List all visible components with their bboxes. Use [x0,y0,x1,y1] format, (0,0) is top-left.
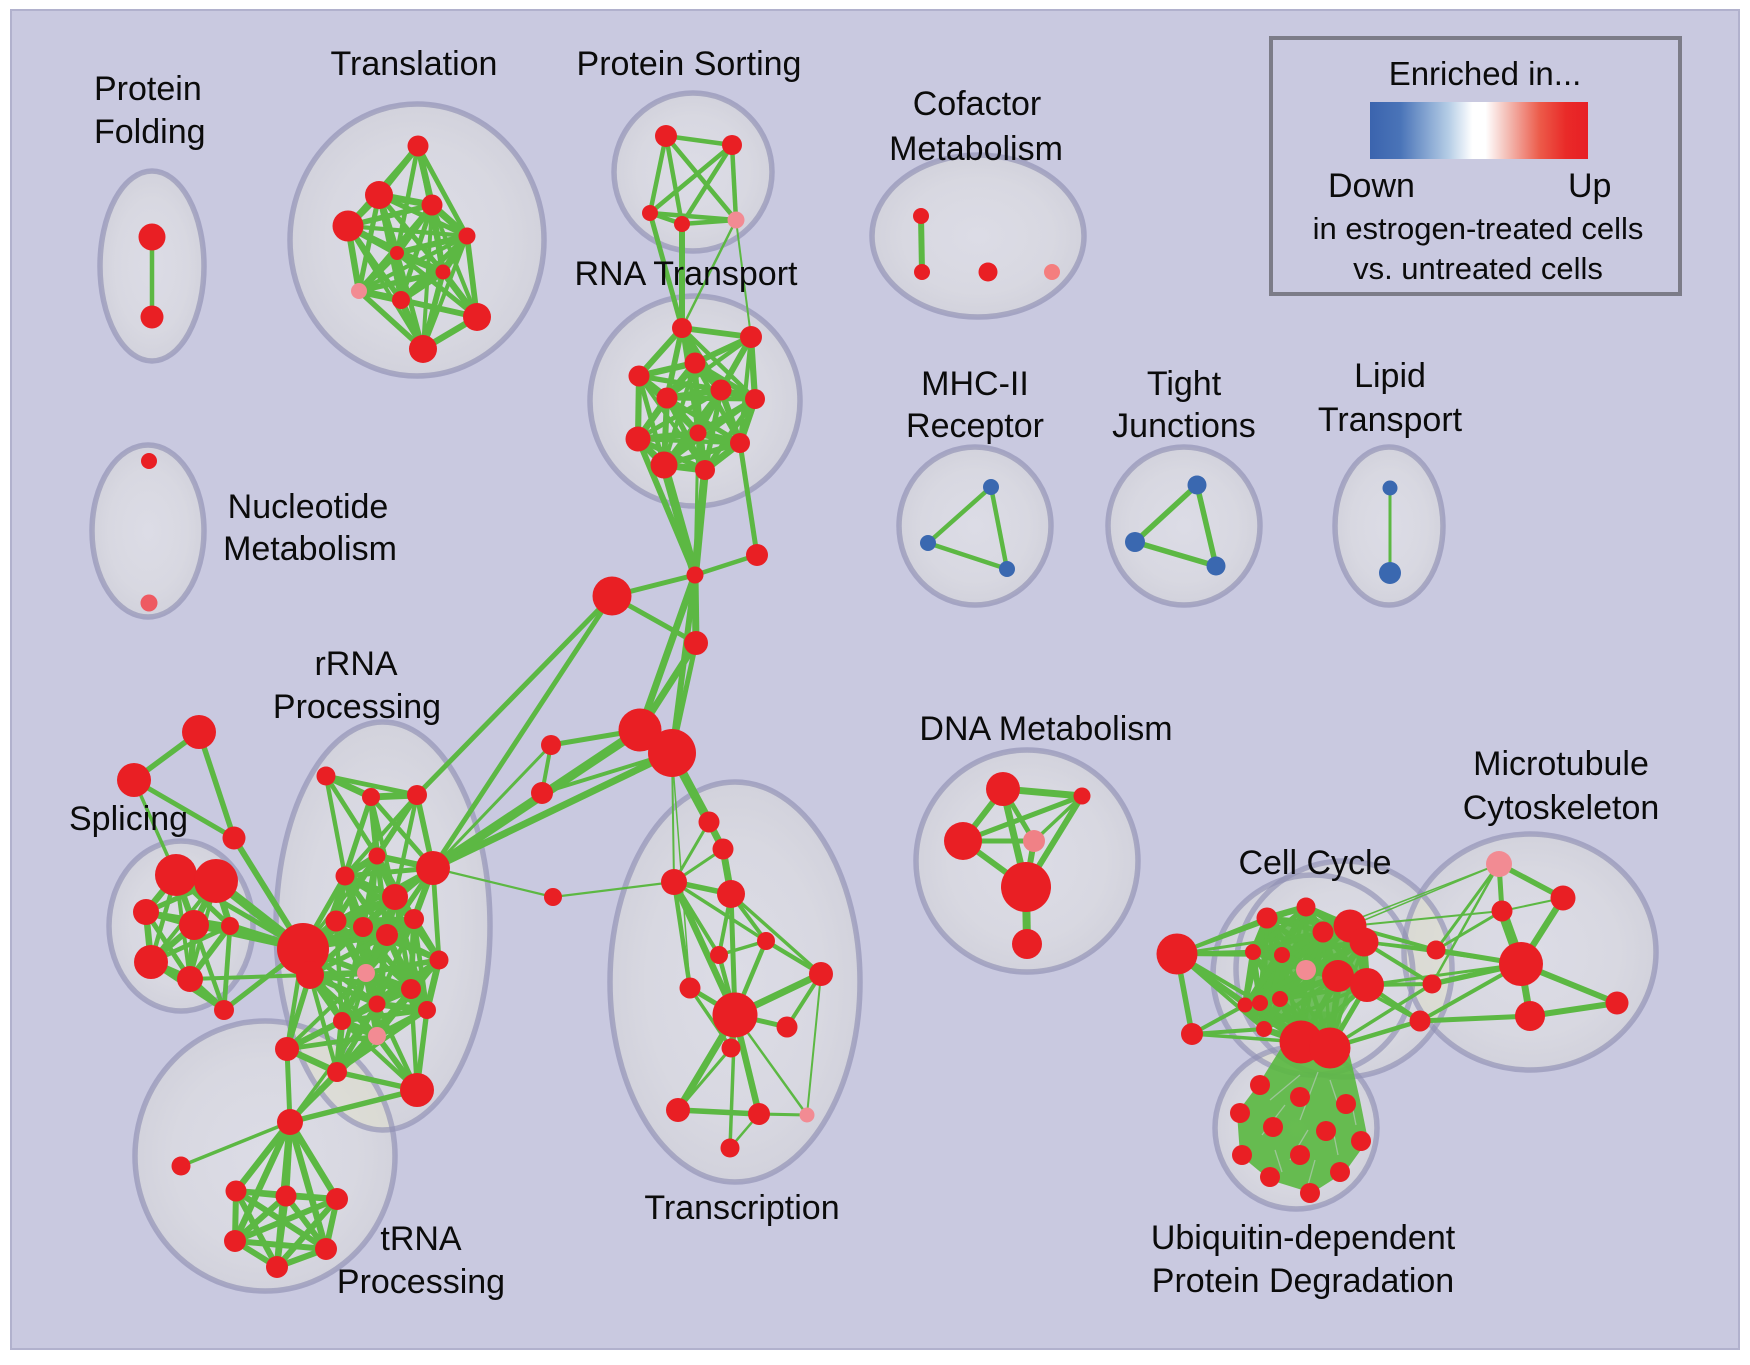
svg-text:Splicing: Splicing [69,800,188,838]
svg-text:Tight: Tight [1147,365,1222,403]
svg-text:Lipid: Lipid [1354,357,1426,395]
svg-text:Protein Degradation: Protein Degradation [1152,1262,1454,1300]
svg-text:Ubiquitin-dependent: Ubiquitin-dependent [1151,1219,1456,1257]
svg-text:Junctions: Junctions [1112,407,1256,445]
svg-text:Processing: Processing [273,688,441,726]
svg-text:Metabolism: Metabolism [223,530,397,568]
svg-text:Cell Cycle: Cell Cycle [1238,844,1391,882]
svg-text:DNA Metabolism: DNA Metabolism [919,710,1172,748]
svg-text:Processing: Processing [337,1263,505,1301]
svg-text:MHC-II: MHC-II [921,365,1029,403]
svg-text:rRNA: rRNA [314,645,397,683]
svg-text:Metabolism: Metabolism [889,130,1063,168]
svg-text:Protein Sorting: Protein Sorting [577,45,802,83]
svg-text:vs. untreated cells: vs. untreated cells [1353,251,1603,286]
svg-text:Nucleotide: Nucleotide [228,488,389,526]
svg-text:Folding: Folding [94,113,206,151]
svg-text:in estrogen-treated cells: in estrogen-treated cells [1313,211,1644,246]
svg-text:Cofactor: Cofactor [913,85,1042,123]
svg-text:Translation: Translation [331,45,498,83]
svg-text:Transport: Transport [1318,401,1463,439]
svg-text:Receptor: Receptor [906,407,1044,445]
svg-text:Protein: Protein [94,70,202,108]
svg-text:Transcription: Transcription [644,1189,839,1227]
svg-text:Microtubule: Microtubule [1473,745,1649,783]
svg-text:Down: Down [1328,167,1415,205]
svg-text:RNA Transport: RNA Transport [575,255,799,293]
svg-text:Cytoskeleton: Cytoskeleton [1463,789,1660,827]
svg-text:Enriched in...: Enriched in... [1389,55,1582,92]
svg-text:Up: Up [1568,167,1611,205]
svg-text:tRNA: tRNA [380,1220,462,1258]
